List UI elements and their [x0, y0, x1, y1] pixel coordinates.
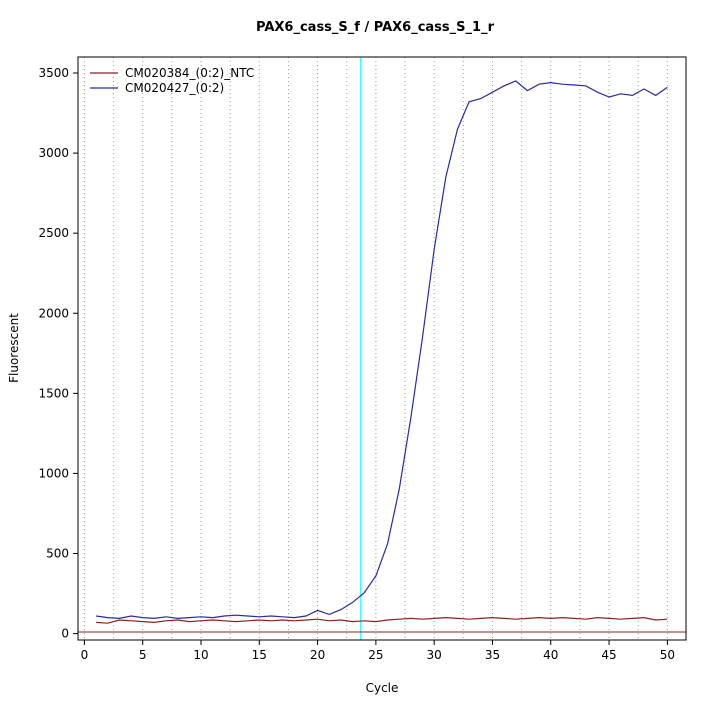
x-tick-label: 20 [310, 648, 325, 662]
plot-area: 0 5 10 15 20 25 30 35 40 45 5005001000150020002500… [38, 56, 687, 662]
legend-label: CM020427_(0:2) [125, 81, 224, 95]
x-tick-label: 45 [601, 648, 616, 662]
x-tick-label: 15 [252, 648, 267, 662]
x-tick-label: 40 [543, 648, 558, 662]
y-axis-label: Fluorescent [7, 313, 21, 383]
x-tick-label: 50 [660, 648, 675, 662]
y-tick-label: 0 [61, 627, 69, 641]
y-tick-label: 1500 [38, 386, 69, 400]
chart-title: PAX6_cass_S_f / PAX6_cass_S_1_r [256, 20, 495, 35]
x-tick-label: 30 [427, 648, 442, 662]
y-tick-label: 2500 [38, 226, 69, 240]
y-tick-label: 2000 [38, 306, 69, 320]
y-tick-label: 500 [46, 547, 69, 561]
x-axis-label: Cycle [366, 681, 399, 695]
x-tick-label: 35 [485, 648, 500, 662]
x-tick-label: 5 [139, 648, 147, 662]
y-tick-label: 3000 [38, 146, 69, 160]
y-tick-label: 1000 [38, 466, 69, 480]
legend-label: CM020384_(0:2)_NTC [125, 66, 254, 80]
x-tick-label: 10 [193, 648, 208, 662]
x-tick-label: 0 [81, 648, 89, 662]
plot-border [77, 56, 687, 641]
x-tick-label: 25 [368, 648, 383, 662]
y-tick-label: 3500 [38, 66, 69, 80]
series-line-0 [96, 616, 668, 624]
series-line-1 [96, 80, 668, 620]
